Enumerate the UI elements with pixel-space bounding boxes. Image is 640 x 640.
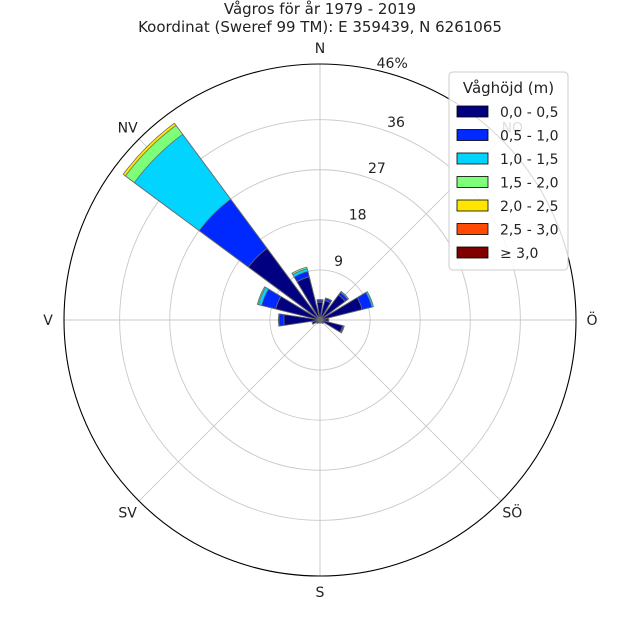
spoke-gridline-5 — [138, 319, 321, 502]
legend-swatch-2 — [456, 152, 489, 165]
direction-label-0: N — [315, 41, 325, 57]
sector-247.5 — [311, 319, 321, 325]
sector-22.5 — [319, 297, 333, 321]
sector-0 — [316, 299, 324, 321]
sector-112.5 — [319, 319, 345, 334]
legend-box — [448, 71, 569, 271]
legend-label-4: 2,0 - 2,5 — [500, 199, 558, 215]
direction-label-3: SÖ — [502, 503, 522, 521]
legend-label-0: 0,0 - 0,5 — [500, 105, 558, 121]
legend-swatch-1 — [456, 129, 489, 141]
legend-swatch-6 — [456, 246, 489, 259]
bar-22.5-bin-0 — [319, 300, 331, 321]
legend-label-6: ≥ 3,0 — [500, 246, 538, 262]
chart-subtitle: Koordinat (Sweref 99 TM): E 359439, N 62… — [138, 18, 502, 36]
bar-112.5-bin-0 — [319, 319, 344, 333]
direction-label-6: V — [43, 313, 53, 329]
bar-67.5-bin-0 — [319, 297, 363, 321]
bar-0-bin-0 — [316, 301, 324, 321]
legend-label-1: 0,5 - 1,0 — [500, 129, 558, 145]
radial-tick-label-0: 9 — [334, 254, 343, 270]
radial-max-label: 46% — [377, 56, 408, 72]
legend-swatch-4 — [456, 199, 489, 212]
ring-gridline-3 — [119, 119, 521, 521]
radial-tick-label-3: 36 — [387, 115, 405, 131]
bar-90-bin-0 — [319, 318, 329, 322]
bar-337.5-bin-0 — [296, 276, 321, 321]
bar-292.5-bin-0 — [275, 295, 321, 321]
direction-label-4: S — [316, 585, 325, 601]
sector-45 — [319, 290, 350, 321]
legend-swatch-0 — [456, 105, 489, 118]
sector-292.5 — [256, 286, 321, 321]
legend: Våghöjd (m) 0,0 - 0,5 0,5 - 1,0 1,0 - 1,5 1,… — [448, 71, 569, 271]
legend-swatch-3 — [456, 176, 489, 188]
ring-gridline-1 — [219, 219, 421, 421]
sector-337.5 — [291, 266, 321, 321]
bar-247.5-bin-0 — [311, 319, 321, 325]
legend-label-2: 1,0 - 1,5 — [500, 152, 558, 168]
sector-270 — [277, 313, 321, 327]
bar-45-bin-0 — [319, 294, 346, 321]
legend-label-3: 1,5 - 2,0 — [500, 176, 558, 192]
direction-label-2: Ö — [586, 311, 597, 329]
direction-label-7: NV — [118, 121, 138, 137]
bar-270-bin-0 — [283, 314, 321, 326]
chart-title: Vågros för år 1979 - 2019 — [223, 0, 417, 18]
ring-gridline-0 — [269, 269, 371, 371]
radial-tick-label-1: 18 — [349, 208, 367, 224]
plot-frame — [63, 63, 577, 577]
ring-gridline-2 — [169, 169, 471, 471]
spoke-gridline-3 — [319, 319, 502, 502]
legend-swatch-5 — [456, 223, 489, 235]
bar-315-bin-0 — [247, 247, 321, 321]
sector-315 — [122, 122, 321, 321]
radial-tick-label-2: 27 — [368, 161, 386, 177]
direction-label-5: SV — [118, 505, 137, 521]
legend-label-5: 2,5 - 3,0 — [500, 223, 558, 239]
sector-67.5 — [319, 291, 374, 321]
sector-90 — [319, 318, 330, 322]
legend-title: Våghöjd (m) — [463, 79, 554, 97]
